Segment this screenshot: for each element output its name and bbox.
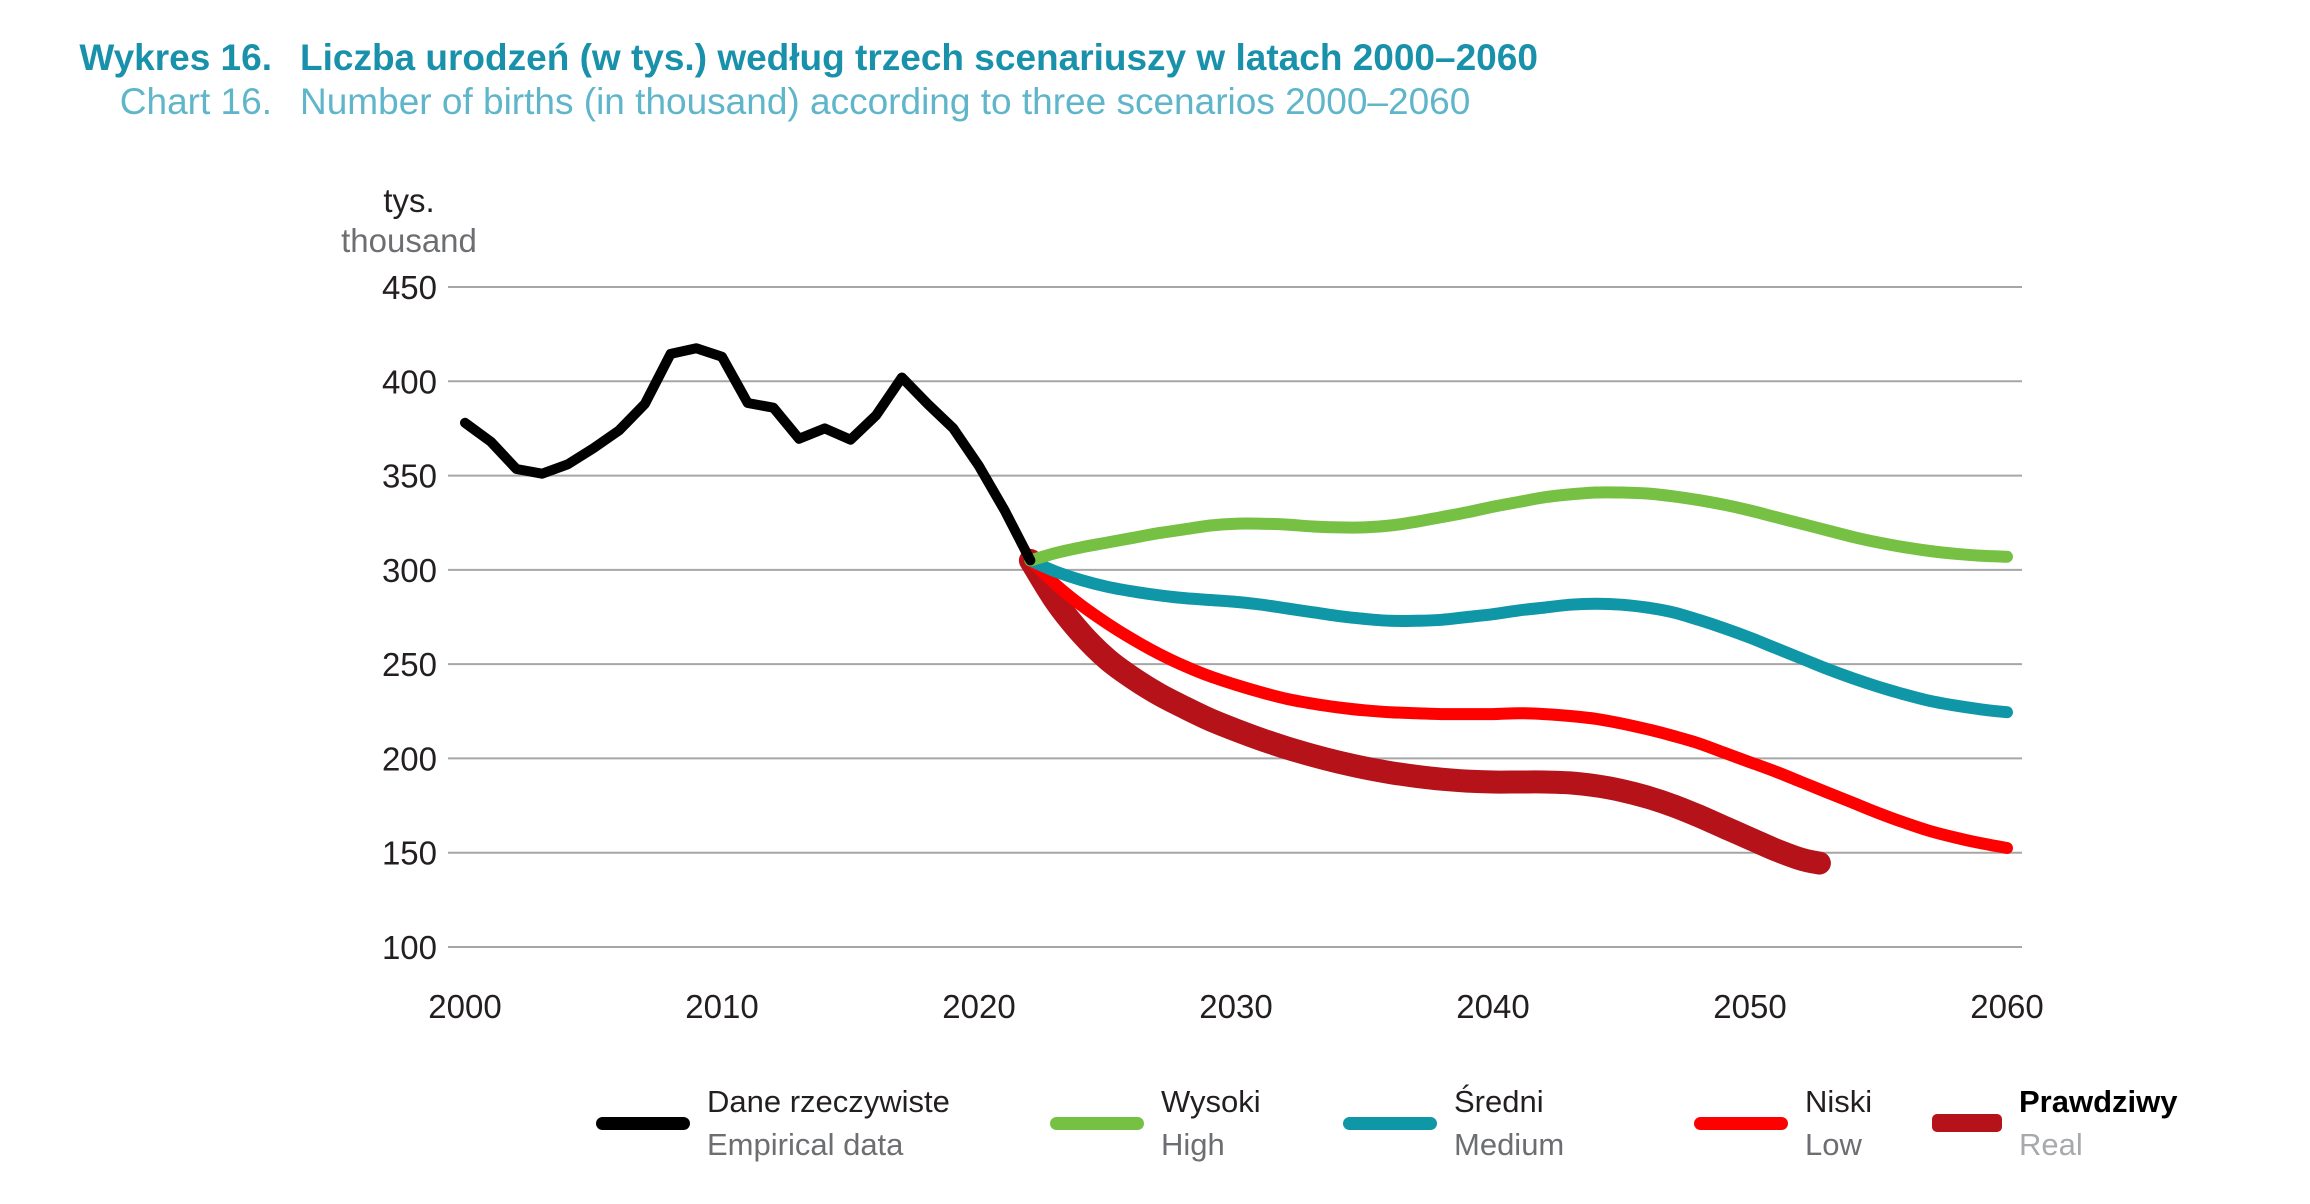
- legend-label-en: High: [1161, 1127, 1225, 1162]
- series-real-line: [1018, 548, 1831, 875]
- legend-item-real: Prawdziwy Real: [1932, 1080, 2178, 1166]
- legend-label-en: Medium: [1454, 1127, 1565, 1162]
- y-tick-label-200: 200: [382, 740, 437, 777]
- legend-item-medium: Średni Medium: [1343, 1080, 1564, 1166]
- legend-swatch-real-line: [1932, 1114, 2002, 1132]
- y-tick-label-450: 450: [382, 269, 437, 306]
- births-line-chart: tys.thousand 450 400 350 300 250 200 150 100 2000…: [341, 182, 2044, 1025]
- legend-swatch-high-line: [1050, 1116, 1144, 1130]
- y-tick-label-350: 350: [382, 458, 437, 495]
- series-low-line: [1024, 554, 2013, 854]
- legend-item-high: Wysoki High: [1050, 1080, 1261, 1166]
- chart-legend: Dane rzeczywiste Empirical data Wysoki H…: [0, 1080, 2310, 1190]
- legend-swatch-medium-line: [1343, 1116, 1437, 1130]
- y-tick-label-300: 300: [382, 552, 437, 589]
- chart-title-pl: Liczba urodzeń (w tys.) według trzech sc…: [300, 37, 1538, 78]
- legend-label-pl: Wysoki: [1161, 1084, 1261, 1119]
- series-empirical-line: [460, 343, 1036, 566]
- x-tick-label-2000: 2000: [428, 988, 501, 1025]
- legend-label-pl: Niski: [1805, 1084, 1873, 1119]
- x-tick-label-2020: 2020: [942, 988, 1015, 1025]
- y-tick-label-250: 250: [382, 646, 437, 683]
- series-high-line: [1024, 486, 2013, 567]
- legend-label-en: Real: [2019, 1127, 2083, 1162]
- legend-label-pl: Średni: [1454, 1084, 1544, 1119]
- legend-label-pl: Dane rzeczywiste: [707, 1084, 950, 1119]
- y-tick-label-100: 100: [382, 929, 437, 966]
- chart-title-en: Number of births (in thousand) according…: [300, 81, 1471, 122]
- legend-swatch-empirical-line: [596, 1116, 690, 1130]
- x-tick-label-2050: 2050: [1713, 988, 1786, 1025]
- legend-item-low: Niski Low: [1694, 1080, 1872, 1166]
- legend-label-en: Low: [1805, 1127, 1862, 1162]
- chart-number-en: Chart 16.: [119, 81, 272, 122]
- legend-swatch-low-line: [1694, 1116, 1788, 1130]
- y-tick-label-150: 150: [382, 835, 437, 872]
- title-row-polish: Wykres 16. Liczba urodzeń (w tys.) wedłu…: [66, 36, 1538, 80]
- y-axis-unit-pl: tys.: [383, 182, 434, 219]
- legend-label-en: Empirical data: [707, 1127, 904, 1162]
- series-medium-line: [1024, 554, 2013, 719]
- legend-item-empirical: Dane rzeczywiste Empirical data: [596, 1080, 950, 1166]
- x-tick-label-2010: 2010: [685, 988, 758, 1025]
- x-tick-label-2040: 2040: [1456, 988, 1529, 1025]
- chart-number-pl: Wykres 16.: [79, 37, 272, 78]
- x-tick-label-2060: 2060: [1970, 988, 2043, 1025]
- title-row-english: Chart 16. Number of births (in thousand)…: [66, 80, 1538, 124]
- legend-label-pl: Prawdziwy: [2019, 1084, 2178, 1119]
- x-tick-label-2030: 2030: [1199, 988, 1272, 1025]
- y-axis-unit-en: thousand: [341, 222, 477, 259]
- chart-header: Wykres 16. Liczba urodzeń (w tys.) wedłu…: [66, 36, 1538, 124]
- y-tick-label-400: 400: [382, 363, 437, 400]
